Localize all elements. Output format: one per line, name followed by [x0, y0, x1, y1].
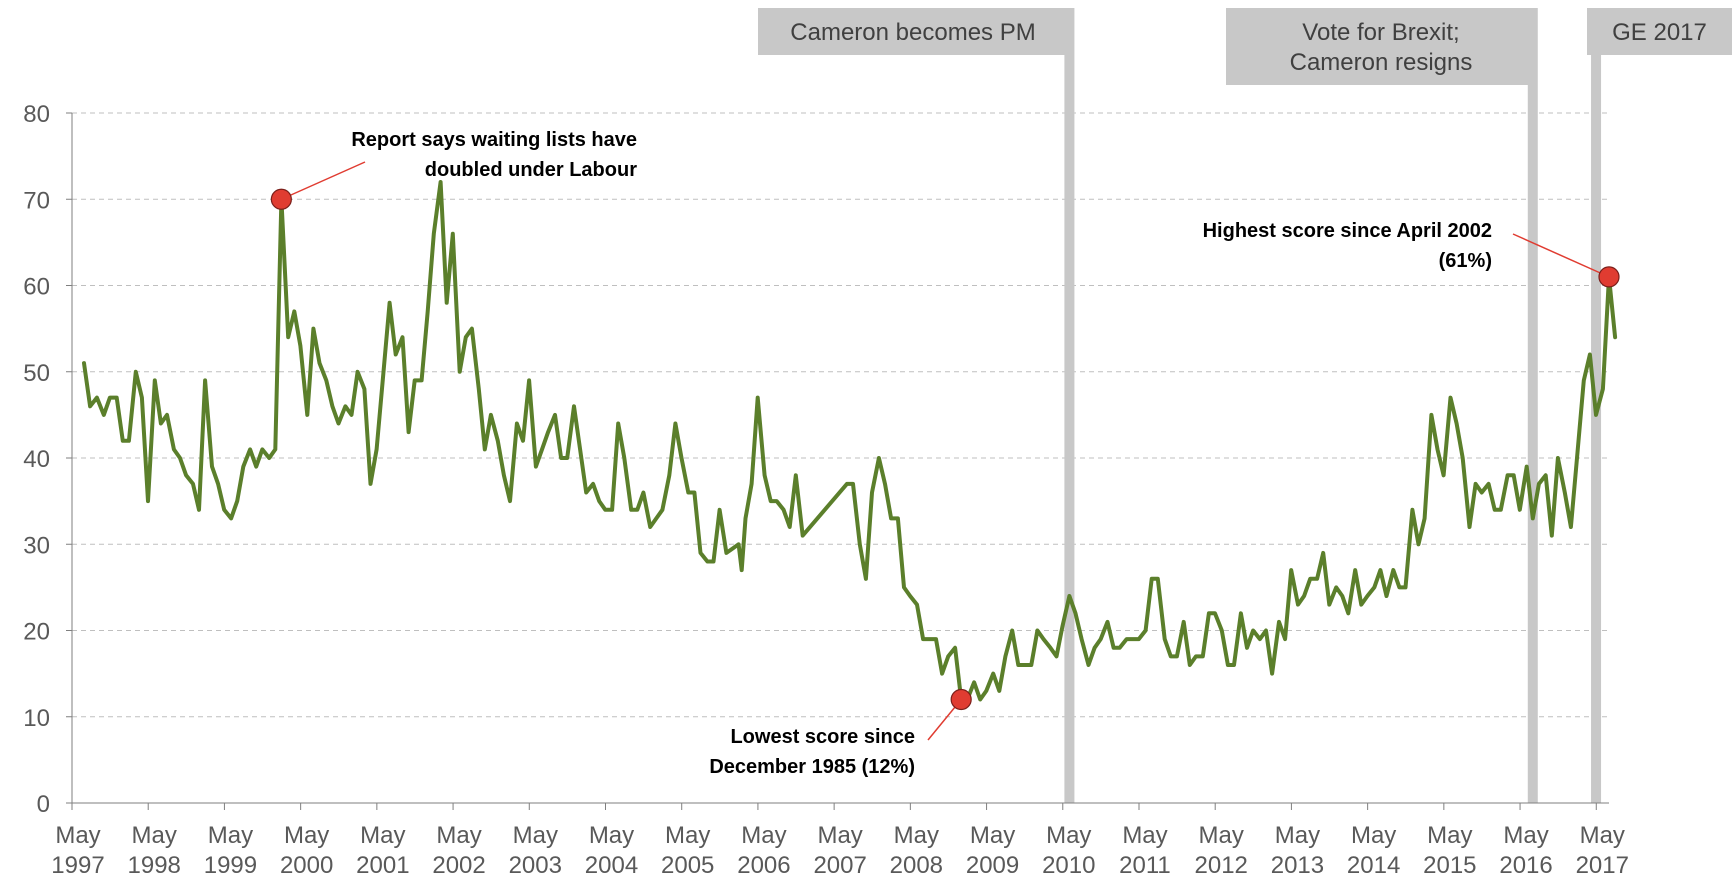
- x-tick-label-month: May: [1046, 822, 1091, 849]
- y-tick-label: 50: [23, 360, 50, 387]
- x-tick-label-month: May: [55, 822, 100, 849]
- x-tick-label-month: May: [436, 822, 481, 849]
- y-tick-label: 10: [23, 705, 50, 732]
- x-tick-label-month: May: [1275, 822, 1320, 849]
- x-tick-label-month: May: [665, 822, 710, 849]
- x-tick-label-year: 2003: [509, 852, 562, 879]
- x-tick-label-month: May: [284, 822, 329, 849]
- x-tick-label-year: 2016: [1499, 852, 1552, 879]
- event-label: GE 2017: [1612, 19, 1707, 46]
- x-tick-label-month: May: [1503, 822, 1548, 849]
- x-tick-label-year: 2005: [661, 852, 714, 879]
- y-tick-label: 0: [37, 791, 50, 818]
- x-tick-label-year: 1998: [128, 852, 181, 879]
- event-label: Cameron resigns: [1290, 49, 1473, 76]
- annotation-text: doubled under Labour: [425, 159, 637, 181]
- event-label: Vote for Brexit;: [1302, 19, 1459, 46]
- x-tick-label-month: May: [1580, 822, 1625, 849]
- callout-line: [1512, 233, 1610, 278]
- x-tick-label-year: 2014: [1347, 852, 1400, 879]
- x-tick-label-year: 2011: [1119, 852, 1171, 879]
- y-tick-label: 40: [23, 446, 50, 473]
- x-tick-label-month: May: [1199, 822, 1244, 849]
- x-tick-label-month: May: [360, 822, 405, 849]
- event-band: [1527, 8, 1538, 803]
- x-tick-label-month: May: [1122, 822, 1167, 849]
- x-tick-label-year: 2006: [737, 852, 790, 879]
- event-band: [1064, 8, 1075, 803]
- x-tick-label-month: May: [132, 822, 177, 849]
- x-tick-label-year: 2009: [966, 852, 1019, 879]
- x-tick-label-month: May: [1351, 822, 1396, 849]
- x-tick-label-year: 2017: [1576, 852, 1629, 879]
- x-tick-label-month: May: [970, 822, 1015, 849]
- x-tick-label-year: 1997: [51, 852, 104, 879]
- highlight-marker: [270, 188, 292, 210]
- highlight-marker: [950, 688, 972, 711]
- x-tick-label-year: 2008: [890, 852, 943, 879]
- x-tick-label-year: 1999: [204, 852, 257, 879]
- y-tick-label: 60: [23, 274, 50, 301]
- x-tick-label-month: May: [208, 822, 253, 849]
- x-tick-label-year: 2002: [432, 852, 485, 879]
- y-tick-label: 70: [23, 187, 50, 214]
- x-tick-label-month: May: [589, 822, 634, 849]
- x-tick-label-year: 2007: [813, 852, 866, 879]
- y-tick-label: 30: [23, 532, 50, 559]
- x-tick-label-month: May: [1427, 822, 1472, 849]
- callout-line: [281, 161, 366, 200]
- series: [82, 180, 1618, 702]
- x-tick-label-month: May: [513, 822, 558, 849]
- annotation-text: Report says waiting lists have: [351, 129, 637, 151]
- gridlines: [72, 112, 1609, 718]
- annotation-text: December 1985 (12%): [709, 756, 915, 778]
- x-tick-label-year: 2012: [1195, 852, 1248, 879]
- x-tick-label-month: May: [894, 822, 939, 849]
- annotation-text: Lowest score since: [730, 726, 915, 748]
- y-tick-label: 80: [23, 101, 50, 128]
- x-tick-label-year: 2015: [1423, 852, 1476, 879]
- highlight-marker: [1598, 266, 1620, 288]
- event-label: Cameron becomes PM: [790, 19, 1035, 46]
- x-tick-label-year: 2000: [280, 852, 333, 879]
- series-line: [82, 180, 1618, 702]
- event-label-box: [1226, 8, 1536, 85]
- x-tick-label-year: 2013: [1271, 852, 1324, 879]
- event-markers: Cameron becomes PM Vote for Brexit; Camero…: [758, 8, 1732, 803]
- annotations: Report says waiting lists have doubled un…: [270, 129, 1620, 778]
- x-tick-label-month: May: [741, 822, 786, 849]
- x-tick-label-year: 2010: [1042, 852, 1095, 879]
- annotation-text: (61%): [1439, 250, 1492, 272]
- x-tick-label-month: May: [817, 822, 862, 849]
- x-tick-label-year: 2004: [585, 852, 638, 879]
- axes: 0 10 20 30 40 50 60 70 80 May 1997 May 1998 May 1999 Ma…: [23, 101, 1629, 879]
- y-tick-label: 20: [23, 619, 50, 646]
- event-label-box: [758, 8, 1068, 55]
- event-label-box: [1587, 8, 1732, 55]
- annotation-text: Highest score since April 2002: [1203, 220, 1492, 242]
- x-tick-label-year: 2001: [356, 852, 409, 879]
